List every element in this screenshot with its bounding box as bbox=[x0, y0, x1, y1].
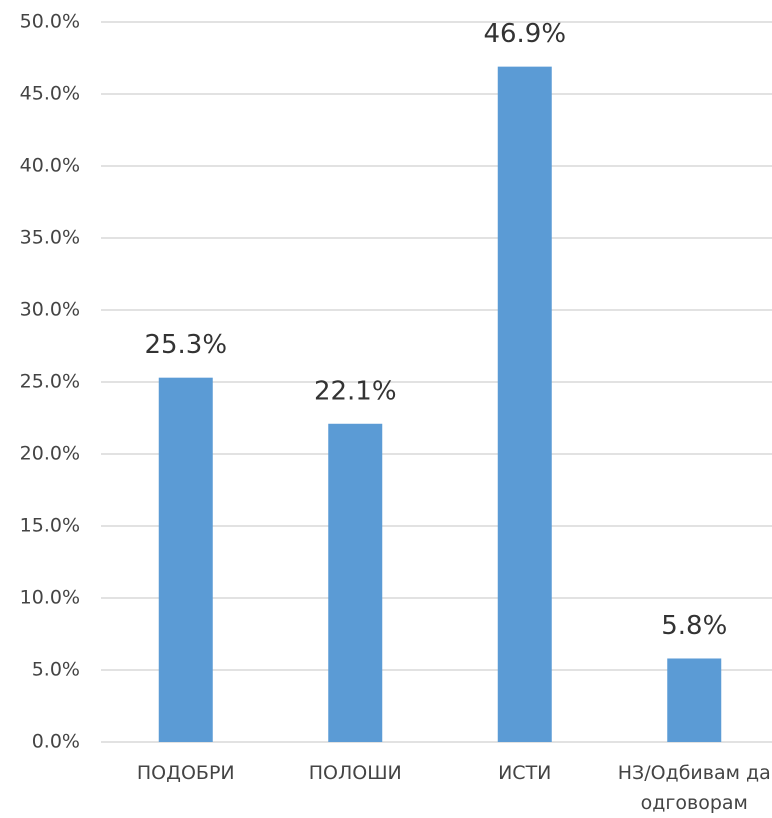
x-tick-label: ПОЛОШИ bbox=[308, 762, 402, 784]
data-label: 46.9% bbox=[483, 19, 566, 49]
y-tick-label: 20.0% bbox=[20, 443, 80, 465]
x-tick-label: НЗ/Одбивам да одговорам bbox=[617, 762, 771, 814]
bar bbox=[497, 66, 552, 742]
y-tick-label: 15.0% bbox=[20, 515, 80, 537]
y-tick-label: 50.0% bbox=[20, 11, 80, 33]
y-tick-label: 0.0% bbox=[32, 731, 80, 753]
y-tick-label: 45.0% bbox=[20, 83, 80, 105]
x-tick-label: ПОДОБРИ bbox=[136, 762, 235, 784]
x-tick-label: ИСТИ bbox=[498, 762, 552, 784]
y-tick-label: 30.0% bbox=[20, 299, 80, 321]
data-label: 22.1% bbox=[314, 376, 397, 406]
y-tick-label: 25.0% bbox=[20, 371, 80, 393]
data-label: 5.8% bbox=[661, 611, 727, 641]
bar bbox=[158, 377, 213, 742]
y-tick-label: 10.0% bbox=[20, 587, 80, 609]
y-tick-label: 40.0% bbox=[20, 155, 80, 177]
bar bbox=[328, 423, 383, 742]
y-tick-label: 5.0% bbox=[32, 659, 80, 681]
bar bbox=[667, 658, 722, 742]
y-tick-label: 35.0% bbox=[20, 227, 80, 249]
data-label: 25.3% bbox=[144, 330, 227, 360]
